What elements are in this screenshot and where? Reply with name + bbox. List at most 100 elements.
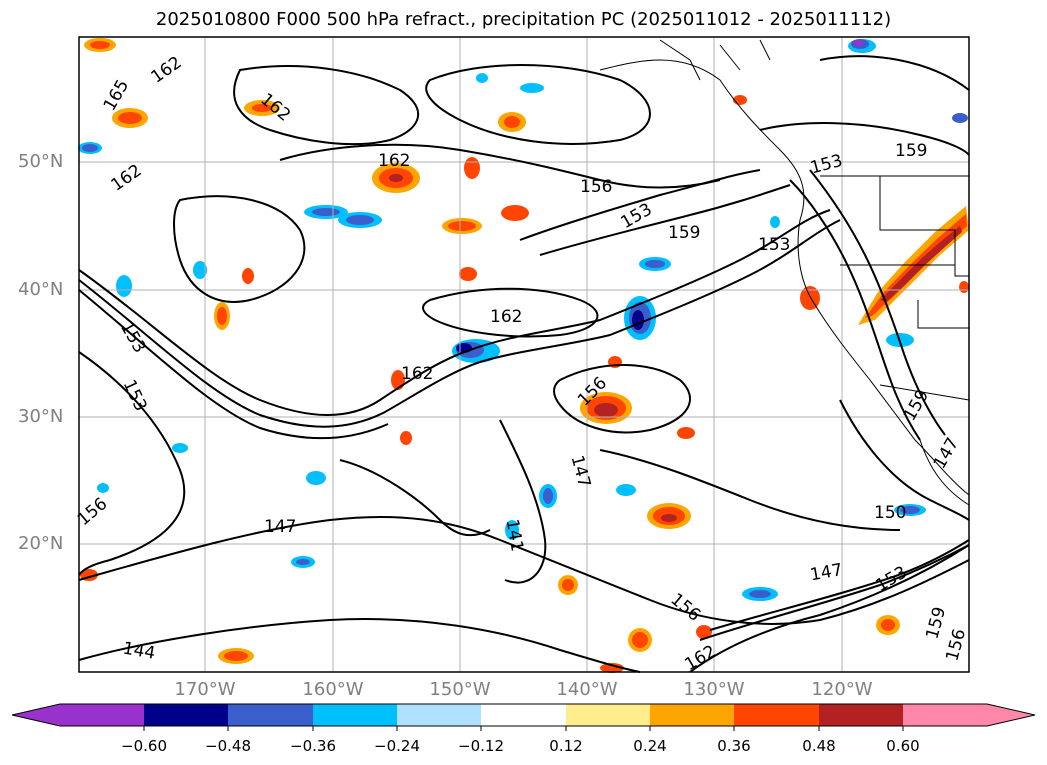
precip-patch-positive	[881, 619, 895, 631]
contour-line	[709, 539, 970, 631]
precip-patch-positive	[217, 307, 227, 325]
contour-line	[759, 55, 970, 156]
colorbar-outline	[11, 703, 1036, 727]
precip-patch-negative	[952, 113, 968, 123]
contour-line	[839, 399, 970, 521]
colorbar-label: −0.36	[290, 737, 336, 755]
colorbar-label: 0.60	[886, 737, 920, 755]
colorbar	[11, 703, 1036, 731]
precip-patch-positive	[400, 431, 412, 445]
lat-label-30n: 30°N	[18, 406, 64, 427]
precip-patch-negative	[505, 520, 519, 540]
contour-label: 159	[895, 141, 927, 161]
contour-line	[233, 65, 420, 146]
contour-line	[499, 419, 547, 584]
contour-line	[422, 287, 599, 338]
contour-line	[78, 351, 186, 576]
contour-label: 162	[490, 307, 522, 327]
lat-label-50n: 50°N	[18, 151, 64, 172]
coastline-baja	[919, 439, 970, 506]
precip-patch-positive	[661, 514, 677, 522]
precip-patch-negative	[116, 275, 132, 297]
colorbar-extend-max	[987, 704, 1035, 726]
precip-band-positive	[880, 226, 962, 302]
colorbar-extend-min	[12, 704, 60, 726]
colorbar-label: −0.48	[205, 737, 251, 755]
colorbar-segment	[819, 704, 903, 726]
colorbar-segment	[397, 704, 481, 726]
colorbar-segment	[650, 704, 734, 726]
border-state	[917, 300, 969, 329]
chart-title: 2025010800 F000 500 hPa refract., precip…	[155, 9, 892, 30]
colorbar-label: −0.12	[458, 737, 504, 755]
colorbar-label: 0.12	[549, 737, 583, 755]
contour-label: 162	[378, 151, 410, 171]
contour-line	[699, 544, 970, 641]
precip-patch-positive	[696, 625, 712, 639]
lon-label-140w: 140°W	[556, 679, 618, 700]
lat-label-20n: 20°N	[18, 533, 64, 554]
precip-patch-negative	[616, 484, 636, 496]
colorbar-label: −0.60	[121, 737, 167, 755]
precip-patch-positive	[448, 221, 476, 231]
colorbar-label: 0.24	[633, 737, 667, 755]
contour-line	[78, 219, 841, 428]
contour-line	[789, 179, 921, 441]
contour-line	[78, 515, 970, 625]
colorbar-segment	[60, 704, 144, 726]
precip-patch-positive	[562, 579, 574, 591]
precip-patch-positive	[959, 281, 969, 293]
colorbar-label: 0.48	[802, 737, 836, 755]
precip-patch-positive	[464, 157, 480, 179]
colorbar-segment	[313, 704, 397, 726]
precip-patch-positive	[632, 632, 648, 648]
precip-patch-positive	[504, 116, 520, 128]
precip-patch-negative	[543, 488, 553, 504]
precip-patch-positive	[389, 174, 403, 182]
precip-patch-negative	[172, 443, 188, 453]
contour-label: 159	[668, 223, 700, 243]
contour-line	[519, 169, 761, 241]
map-frame	[78, 36, 970, 673]
precip-patch-negative	[520, 83, 544, 93]
precip-patch-positive	[224, 651, 248, 661]
lon-label-120w: 120°W	[811, 679, 873, 700]
map-background	[79, 37, 969, 672]
precip-patches	[78, 38, 969, 673]
colorbar-label: −0.24	[374, 737, 420, 755]
contour-label: 156	[580, 177, 612, 197]
colorbar-segment	[144, 704, 228, 726]
contour-line	[339, 459, 491, 537]
contour-label: 153	[758, 235, 790, 255]
lon-label-160w: 160°W	[302, 679, 364, 700]
coastline-alaska-islands	[659, 39, 771, 81]
colorbar-segment	[228, 704, 313, 726]
contour-label: 150	[874, 503, 906, 523]
precip-patch-positive	[118, 112, 142, 124]
contour-line	[425, 64, 651, 145]
colorbar-ticks	[143, 726, 904, 731]
lat-label-40n: 40°N	[18, 279, 64, 300]
contour-line	[173, 195, 306, 303]
precip-patch-positive	[501, 205, 529, 221]
contour-label: 162	[401, 364, 433, 384]
colorbar-segment	[903, 704, 987, 726]
precip-patch-positive	[242, 268, 254, 284]
contour-line	[553, 364, 691, 434]
precip-patch-positive	[90, 41, 110, 49]
precip-patch-positive	[594, 403, 618, 417]
precip-patch-positive	[459, 267, 477, 281]
precip-patch-positive	[677, 427, 695, 439]
lon-label-130w: 130°W	[683, 679, 745, 700]
contour-label: 147	[264, 517, 296, 537]
contour-line	[78, 289, 389, 440]
precip-patch-negative	[645, 260, 665, 268]
precip-patch-negative	[312, 208, 340, 216]
map-panel: 165 162 162 162 162 162 162 156 153 159 …	[74, 36, 970, 675]
colorbar-segment	[566, 704, 650, 726]
contour-line	[78, 618, 641, 673]
precip-patch-negative	[97, 483, 109, 493]
refractivity-contours	[78, 55, 970, 673]
precip-patch-negative	[853, 40, 863, 46]
